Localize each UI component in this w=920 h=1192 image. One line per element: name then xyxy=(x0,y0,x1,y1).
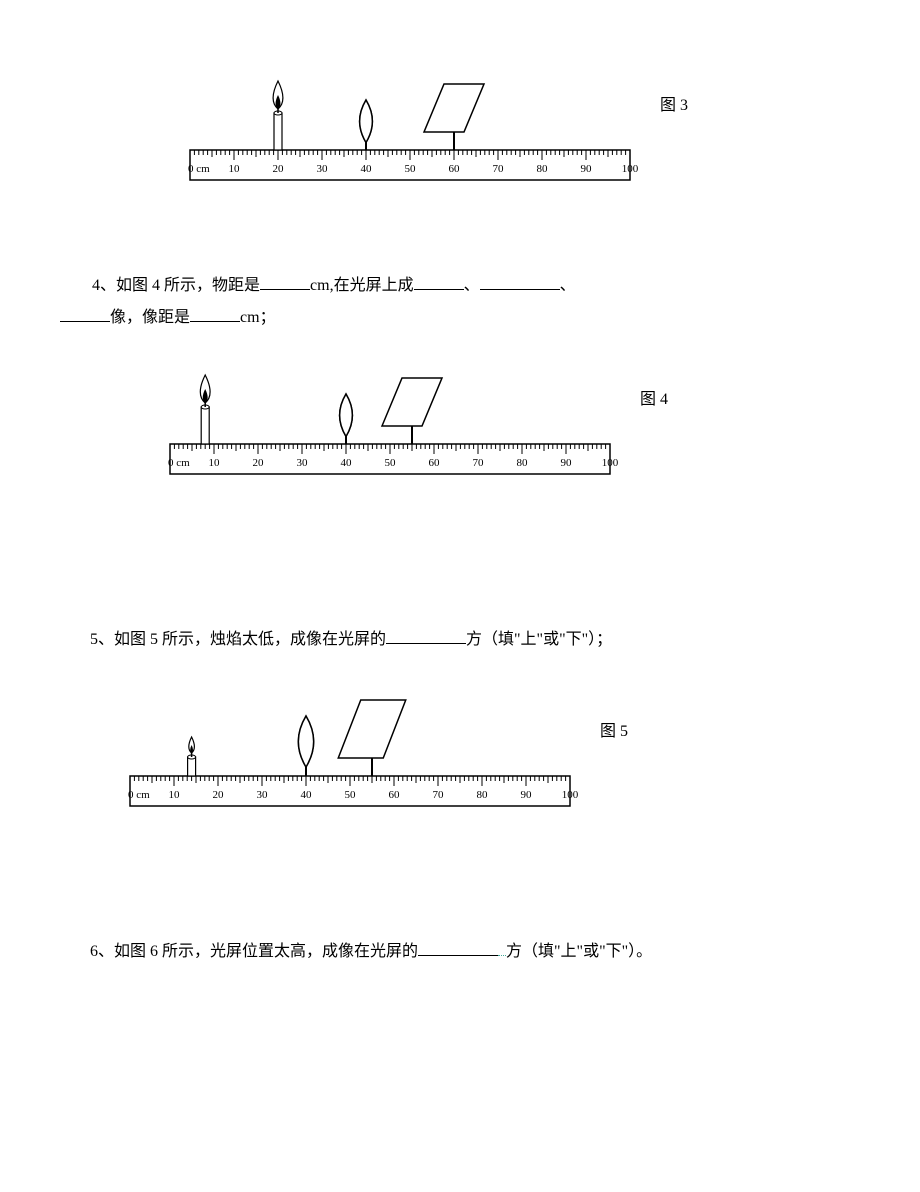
q4-blank-5 xyxy=(190,303,240,322)
q4-blank-3 xyxy=(480,271,560,290)
figure-5-label: 图 5 xyxy=(600,716,628,748)
q6-blank-1 xyxy=(418,937,498,956)
svg-text:10: 10 xyxy=(229,163,241,175)
q4-blank-2 xyxy=(414,271,464,290)
svg-text:0 cm: 0 cm xyxy=(168,457,190,469)
svg-text:10: 10 xyxy=(209,457,221,469)
svg-text:100: 100 xyxy=(602,457,619,469)
q5-blank-1 xyxy=(386,625,466,644)
q5-text-2: 方（填"上"或"下"）； xyxy=(466,631,612,648)
q4-text-2: cm,在光屏上成 xyxy=(310,277,414,294)
svg-text:40: 40 xyxy=(301,789,313,801)
svg-text:90: 90 xyxy=(561,457,573,469)
diagram-svg-5: 0 cm 10 20 30 40 50 60 70 80 90 100 xyxy=(120,676,680,816)
svg-text:40: 40 xyxy=(361,163,373,175)
svg-text:80: 80 xyxy=(517,457,529,469)
svg-text:10: 10 xyxy=(169,789,181,801)
q4-text-1: 4、如图 4 所示，物距是 xyxy=(92,277,260,294)
q4-blank-1 xyxy=(260,271,310,290)
q5-text-1: 5、如图 5 所示，烛焰太低，成像在光屏的 xyxy=(90,631,386,648)
figure-3-label: 图 3 xyxy=(660,90,688,122)
figure-4-label: 图 4 xyxy=(640,384,668,416)
question-4: 4、如图 4 所示，物距是 cm,在光屏上成 、 、 像，像距是 cm； xyxy=(60,270,860,334)
q6-dotted-mark xyxy=(498,955,506,956)
diagram-svg-3: 0 cm 10 20 30 40 50 60 70 80 90 100 xyxy=(180,50,740,190)
q4-text-4: 像，像距是 xyxy=(110,309,190,326)
svg-text:30: 30 xyxy=(317,163,329,175)
svg-text:50: 50 xyxy=(345,789,357,801)
svg-text:40: 40 xyxy=(341,457,353,469)
svg-text:0 cm: 0 cm xyxy=(188,163,210,175)
svg-text:80: 80 xyxy=(537,163,549,175)
q4-text-5: cm； xyxy=(240,309,276,326)
svg-text:50: 50 xyxy=(385,457,397,469)
svg-text:90: 90 xyxy=(521,789,533,801)
svg-text:20: 20 xyxy=(273,163,285,175)
svg-text:80: 80 xyxy=(477,789,489,801)
svg-text:70: 70 xyxy=(473,457,485,469)
svg-text:100: 100 xyxy=(562,789,579,801)
svg-text:20: 20 xyxy=(253,457,265,469)
svg-text:30: 30 xyxy=(257,789,269,801)
question-6: 6、如图 6 所示，光屏位置太高，成像在光屏的 方（填"上"或"下"）。 xyxy=(90,936,860,968)
svg-text:60: 60 xyxy=(429,457,441,469)
q4-blank-4 xyxy=(60,303,110,322)
svg-text:70: 70 xyxy=(493,163,505,175)
figure-5: 0 cm 10 20 30 40 50 60 70 80 90 100 图 5 xyxy=(120,676,860,816)
svg-text:50: 50 xyxy=(405,163,417,175)
q6-text-1: 6、如图 6 所示，光屏位置太高，成像在光屏的 xyxy=(90,943,418,960)
question-5: 5、如图 5 所示，烛焰太低，成像在光屏的 方（填"上"或"下"）； xyxy=(90,624,860,656)
q6-text-2: 方（填"上"或"下"）。 xyxy=(506,943,652,960)
diagram-svg-4: 0 cm 10 20 30 40 50 60 70 80 90 100 xyxy=(160,344,720,484)
svg-text:60: 60 xyxy=(449,163,461,175)
svg-text:30: 30 xyxy=(297,457,309,469)
svg-text:100: 100 xyxy=(622,163,639,175)
svg-text:60: 60 xyxy=(389,789,401,801)
svg-text:0 cm: 0 cm xyxy=(128,789,150,801)
svg-text:90: 90 xyxy=(581,163,593,175)
svg-text:20: 20 xyxy=(213,789,225,801)
figure-4: 0 cm 10 20 30 40 50 60 70 80 90 100 图 4 xyxy=(160,344,860,484)
q4-text-3b: 、 xyxy=(560,277,576,294)
figure-3: 0 cm 10 20 30 40 50 60 70 80 90 100 图 3 xyxy=(180,50,860,190)
q4-text-3: 、 xyxy=(464,277,480,294)
svg-text:70: 70 xyxy=(433,789,445,801)
